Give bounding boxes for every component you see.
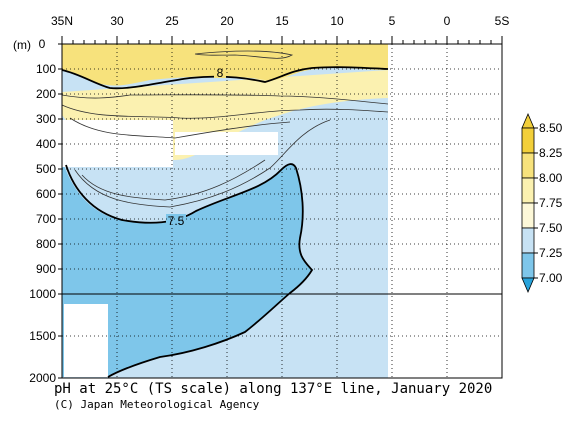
grid — [62, 44, 502, 378]
colorbar-segment — [521, 252, 535, 279]
colorbar-segment — [521, 227, 535, 254]
colorbar-label: 8.00 — [539, 171, 563, 185]
y-tick-label: 400 — [36, 137, 56, 151]
mask-lower-left — [64, 304, 108, 377]
contour-line-8 — [61, 66, 389, 90]
contour-line — [69, 117, 291, 139]
contour-line — [61, 94, 389, 105]
colorbar-segment — [521, 177, 535, 204]
contour-line — [74, 119, 331, 208]
x-tick-label: 10 — [330, 14, 344, 28]
colorbar-label: 7.00 — [539, 271, 563, 285]
x-tick-label: 30 — [110, 14, 124, 28]
x-tick-label: 0 — [444, 14, 451, 28]
contour-label-bg — [214, 67, 226, 78]
y-tick-label: 200 — [36, 87, 56, 101]
y-tick-label: 300 — [36, 112, 56, 126]
x-tick-labels: 35N 30 25 20 15 10 5 0 5S — [51, 14, 509, 28]
contour-line — [194, 50, 294, 59]
y-tick-label: 800 — [36, 237, 56, 251]
mask-upper-left — [55, 120, 173, 167]
contour-line — [81, 159, 266, 201]
x-tick-label: 5 — [389, 14, 396, 28]
x-ticks — [61, 36, 503, 44]
y-tick-label: 500 — [36, 162, 56, 176]
x-tick-label: 15 — [275, 14, 289, 28]
credit-text: (C) Japan Meteorological Agency — [54, 398, 260, 411]
colorbar-label: 7.50 — [539, 221, 563, 235]
contour-label-bg — [166, 214, 186, 226]
colorbar-label: 7.75 — [539, 196, 563, 210]
y-tick-label: 100 — [36, 62, 56, 76]
y-tick-label: 0 — [39, 37, 46, 51]
colorbar-segment — [521, 127, 535, 154]
region-above-8 — [62, 44, 388, 86]
y-ticks — [58, 43, 62, 379]
y-tick-label: 600 — [36, 187, 56, 201]
y-tick-labels: 0 100 200 300 400 500 600 700 800 900 1000 1500 2000 — [29, 37, 56, 385]
colorbar-extend-bottom — [521, 277, 535, 294]
y-tick-label: 1500 — [29, 329, 56, 343]
y-unit-label: (m) — [13, 38, 31, 52]
colorbar-label: 7.25 — [539, 246, 563, 260]
x-tick-label: 35N — [51, 14, 73, 28]
colorbar-label: 8.25 — [539, 146, 563, 160]
colorbar-segment — [521, 202, 535, 229]
chart-title: pH at 25°C (TS scale) along 137°E line, … — [54, 381, 492, 397]
colorbar: 8.50 8.25 8.00 7.75 7.50 7.25 7.00 — [521, 112, 563, 294]
contour-label-7-5: 7.5 — [168, 214, 185, 228]
colorbar-label: 8.50 — [539, 121, 563, 135]
x-tick-label: 5S — [495, 14, 510, 28]
y-tick-label: 1000 — [29, 287, 56, 301]
contour-label-8: 8 — [217, 66, 224, 80]
region-below-7-5 — [62, 160, 312, 377]
contour-line-7-5 — [65, 163, 314, 378]
contour-fills — [55, 44, 388, 378]
contour-line — [61, 104, 389, 119]
y-tick-label: 2000 — [29, 371, 56, 385]
x-tick-label: 20 — [220, 14, 234, 28]
y-tick-label: 900 — [36, 262, 56, 276]
mask-upper-mid — [175, 132, 278, 155]
x-tick-label: 25 — [165, 14, 179, 28]
colorbar-segment — [521, 152, 535, 179]
y-tick-label: 700 — [36, 212, 56, 226]
